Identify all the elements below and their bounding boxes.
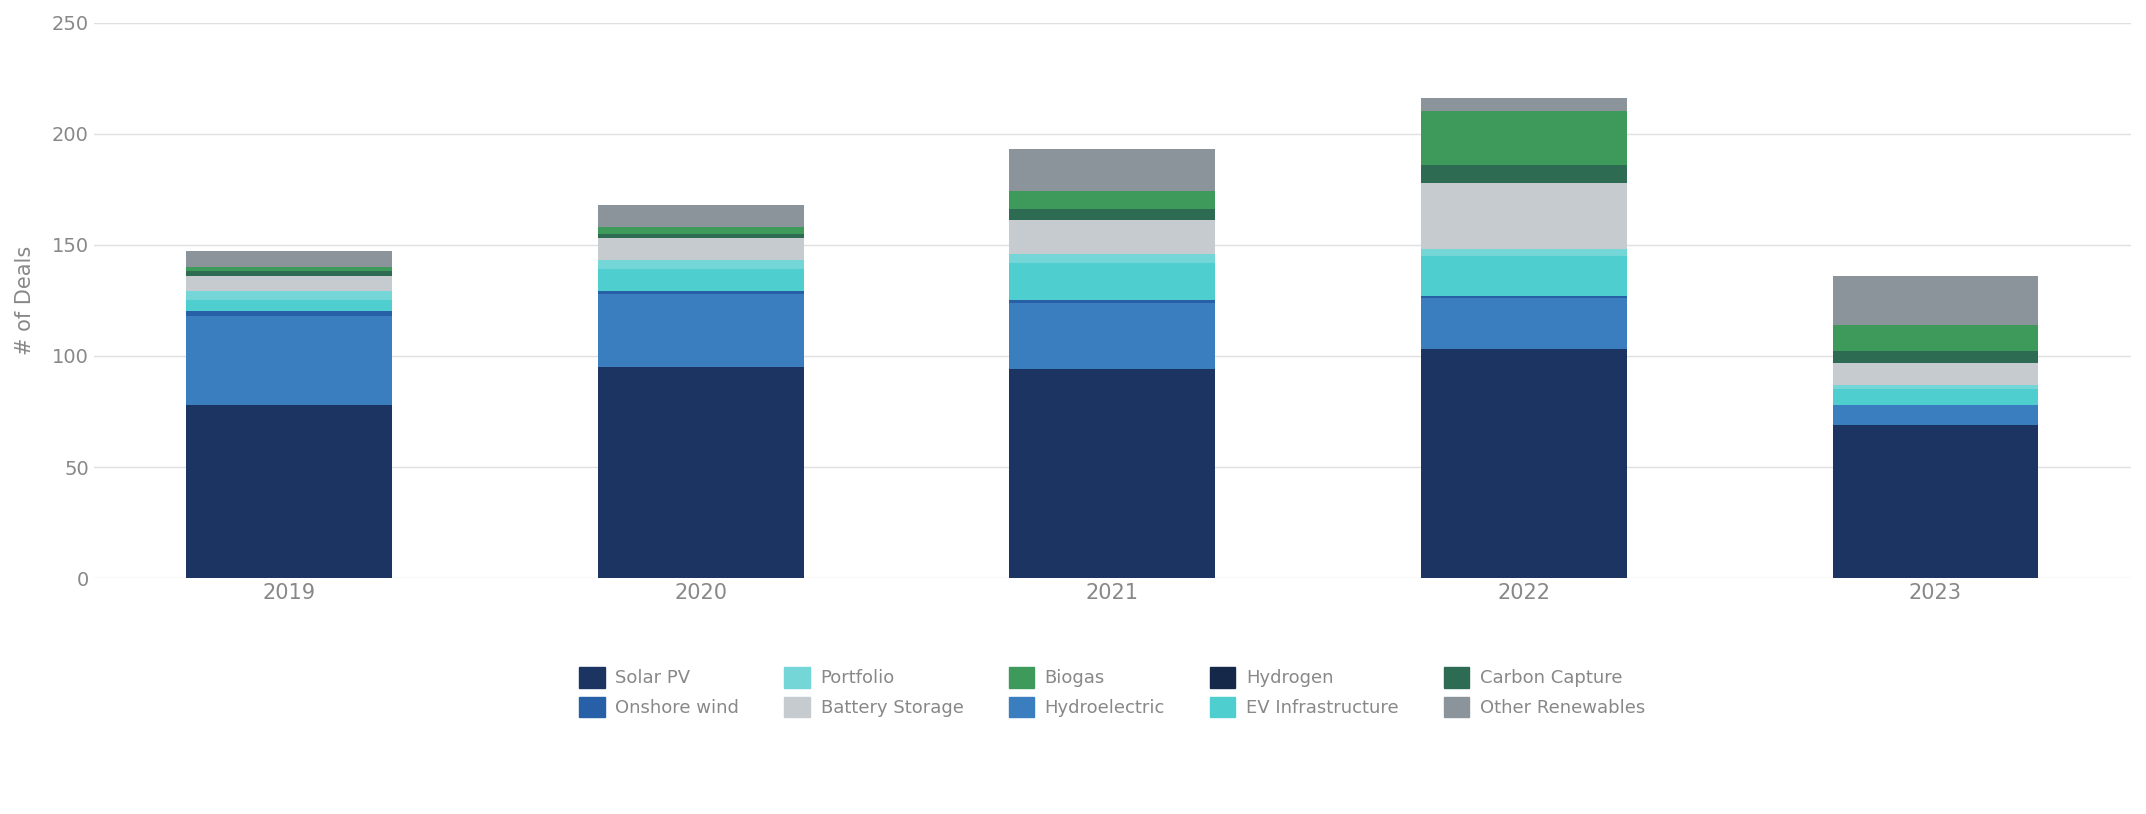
Bar	[1009, 303, 1215, 370]
Y-axis label: # of Deals: # of Deals	[15, 246, 34, 355]
Bar	[1009, 209, 1215, 221]
Bar	[187, 300, 393, 312]
Bar	[1009, 191, 1215, 209]
Bar	[187, 405, 393, 578]
Bar	[1009, 149, 1215, 191]
Bar	[1833, 405, 2039, 425]
Bar	[1421, 164, 1627, 182]
Bar	[1009, 254, 1215, 263]
Bar	[599, 367, 803, 578]
Bar	[1833, 385, 2039, 389]
Bar	[599, 260, 803, 269]
Bar	[1421, 182, 1627, 249]
Bar	[187, 252, 393, 267]
Bar	[1009, 300, 1215, 303]
Bar	[599, 234, 803, 239]
Bar	[599, 205, 803, 227]
Bar	[1009, 263, 1215, 300]
Bar	[599, 227, 803, 234]
Bar	[1833, 325, 2039, 352]
Bar	[1421, 112, 1627, 164]
Bar	[187, 291, 393, 300]
Legend: Solar PV, Onshore wind, Portfolio, Battery Storage, Biogas, Hydroelectric, Hydro: Solar PV, Onshore wind, Portfolio, Batte…	[573, 659, 1652, 724]
Bar	[1421, 296, 1627, 298]
Bar	[1833, 362, 2039, 385]
Bar	[1421, 249, 1627, 256]
Bar	[187, 276, 393, 291]
Bar	[599, 291, 803, 294]
Bar	[187, 267, 393, 271]
Bar	[599, 269, 803, 291]
Bar	[1833, 425, 2039, 578]
Bar	[1421, 98, 1627, 112]
Bar	[1421, 256, 1627, 296]
Bar	[187, 312, 393, 316]
Bar	[599, 294, 803, 367]
Bar	[1833, 389, 2039, 405]
Bar	[1833, 276, 2039, 325]
Bar	[599, 239, 803, 260]
Bar	[1421, 298, 1627, 349]
Bar	[187, 271, 393, 276]
Bar	[1833, 352, 2039, 362]
Bar	[187, 316, 393, 405]
Bar	[1009, 370, 1215, 578]
Bar	[1421, 349, 1627, 578]
Bar	[1009, 221, 1215, 254]
